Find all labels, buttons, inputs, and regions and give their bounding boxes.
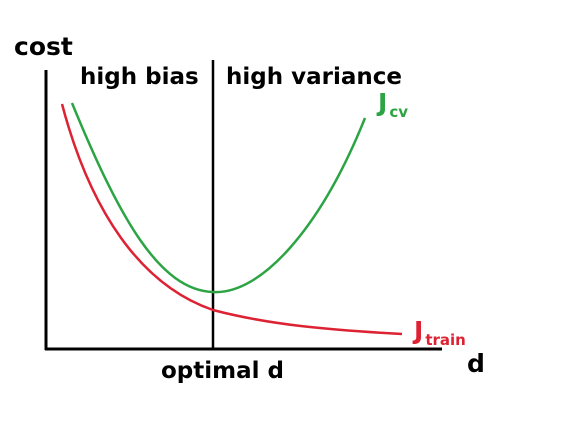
jtrain-curve <box>60 103 403 336</box>
high-variance-label: high variance <box>226 64 402 90</box>
x-axis-label: d <box>467 349 485 378</box>
jtrain-label-main: J <box>412 316 423 345</box>
jcv-curve <box>70 102 367 294</box>
jcv-label-sub: cv <box>389 103 408 121</box>
optimal-d-label: optimal d <box>161 358 284 384</box>
jtrain-label-sub: train <box>425 331 466 349</box>
y-axis-label: cost <box>14 32 73 61</box>
jcv-label-main: J <box>376 88 387 117</box>
high-bias-label: high bias <box>80 64 199 90</box>
